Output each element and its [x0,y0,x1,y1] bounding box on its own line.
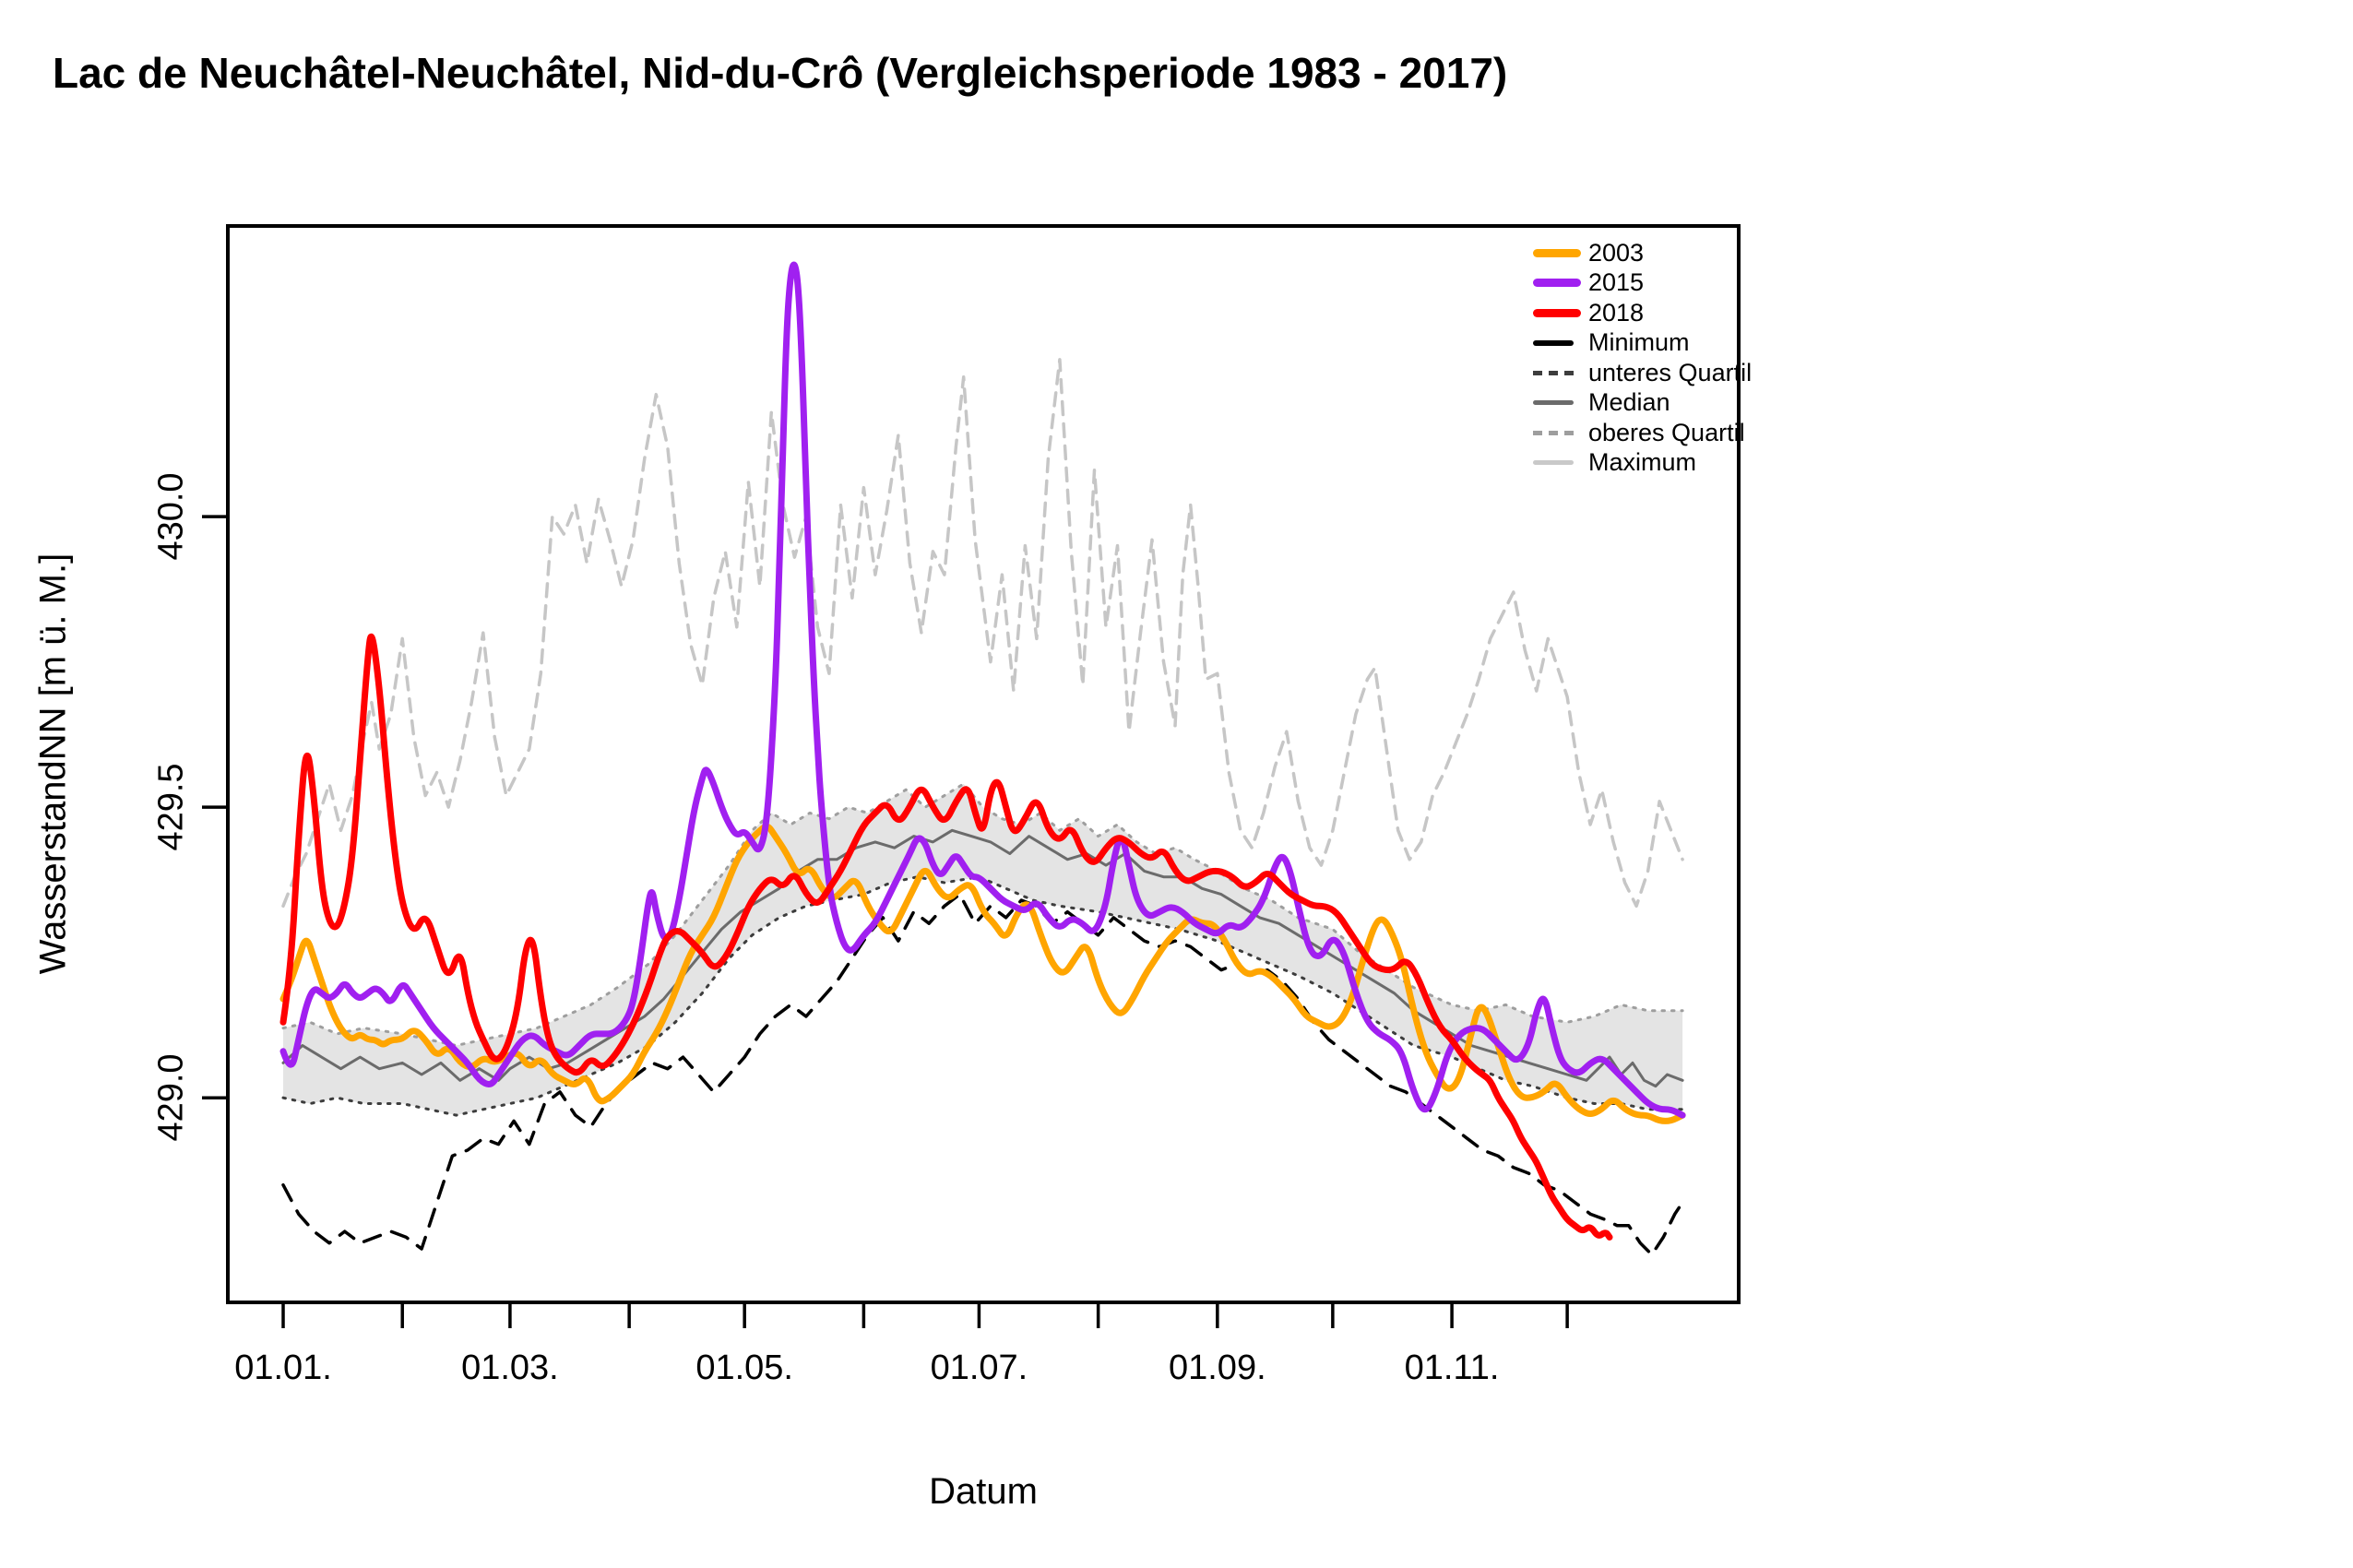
legend-item-2015: 2015 [1533,268,1752,299]
legend-label: 2003 [1588,238,1645,267]
y-axis-title: WasserstandNN [m ü. M.] [32,552,74,975]
legend-label: oberes Quartil [1588,418,1745,446]
y-tick-label-430.0: 430.0 [151,472,191,561]
series-line-2015 [279,261,1686,1119]
plot-border [226,224,1741,1304]
x-tick-label-01.03.: 01.03. [461,1348,559,1387]
legend-item-median: Median [1533,388,1752,419]
x-tick-label-01.07.: 01.07. [930,1348,1028,1387]
legend-label: Maximum [1588,448,1697,477]
legend-item-unteres-quartil: unteres Quartil [1533,358,1752,388]
x-axis-title: Datum [929,1471,1038,1512]
legend-item-maximum: Maximum [1533,448,1752,479]
y-tick-label-429.0: 429.0 [151,1053,191,1142]
legend-label: unteres Quartil [1588,358,1753,386]
x-tick-label-01.11.: 01.11. [1404,1348,1500,1387]
series-line-maximum [281,358,1684,909]
legend: 2003 2015 2018 Minimum unteres Quartil Median… [1533,238,1752,478]
quartile-band [283,783,1683,1116]
legend-line-sample [1533,460,1574,466]
legend-item-minimum: Minimum [1533,328,1752,359]
legend-line-sample [1533,339,1574,346]
legend-line-sample [1533,279,1581,288]
legend-line-sample [1533,430,1574,435]
chart-title: Lac de Neuchâtel-Neuchâtel, Nid-du-Crô (… [53,49,1508,97]
legend-label: 2015 [1588,268,1645,297]
legend-item-oberes-quartil: oberes Quartil [1533,418,1752,448]
series-line-2018 [279,633,1613,1241]
legend-line-sample [1533,248,1581,257]
y-tick-label-429.5: 429.5 [151,763,191,851]
series-line-2003 [279,823,1686,1124]
x-tick-label-01.09.: 01.09. [1168,1348,1266,1387]
legend-line-sample [1533,308,1581,317]
legend-label: 2018 [1588,298,1645,327]
legend-line-sample [1533,370,1574,375]
legend-item-2003: 2003 [1533,238,1752,268]
legend-item-2018: 2018 [1533,298,1752,328]
x-tick-label-01.05.: 01.05. [695,1348,793,1387]
legend-label: Minimum [1588,328,1690,357]
series-line-minimum [281,892,1684,1257]
x-tick-label-01.01.: 01.01. [234,1348,332,1387]
legend-line-sample [1533,400,1574,406]
legend-label: Median [1588,388,1670,417]
